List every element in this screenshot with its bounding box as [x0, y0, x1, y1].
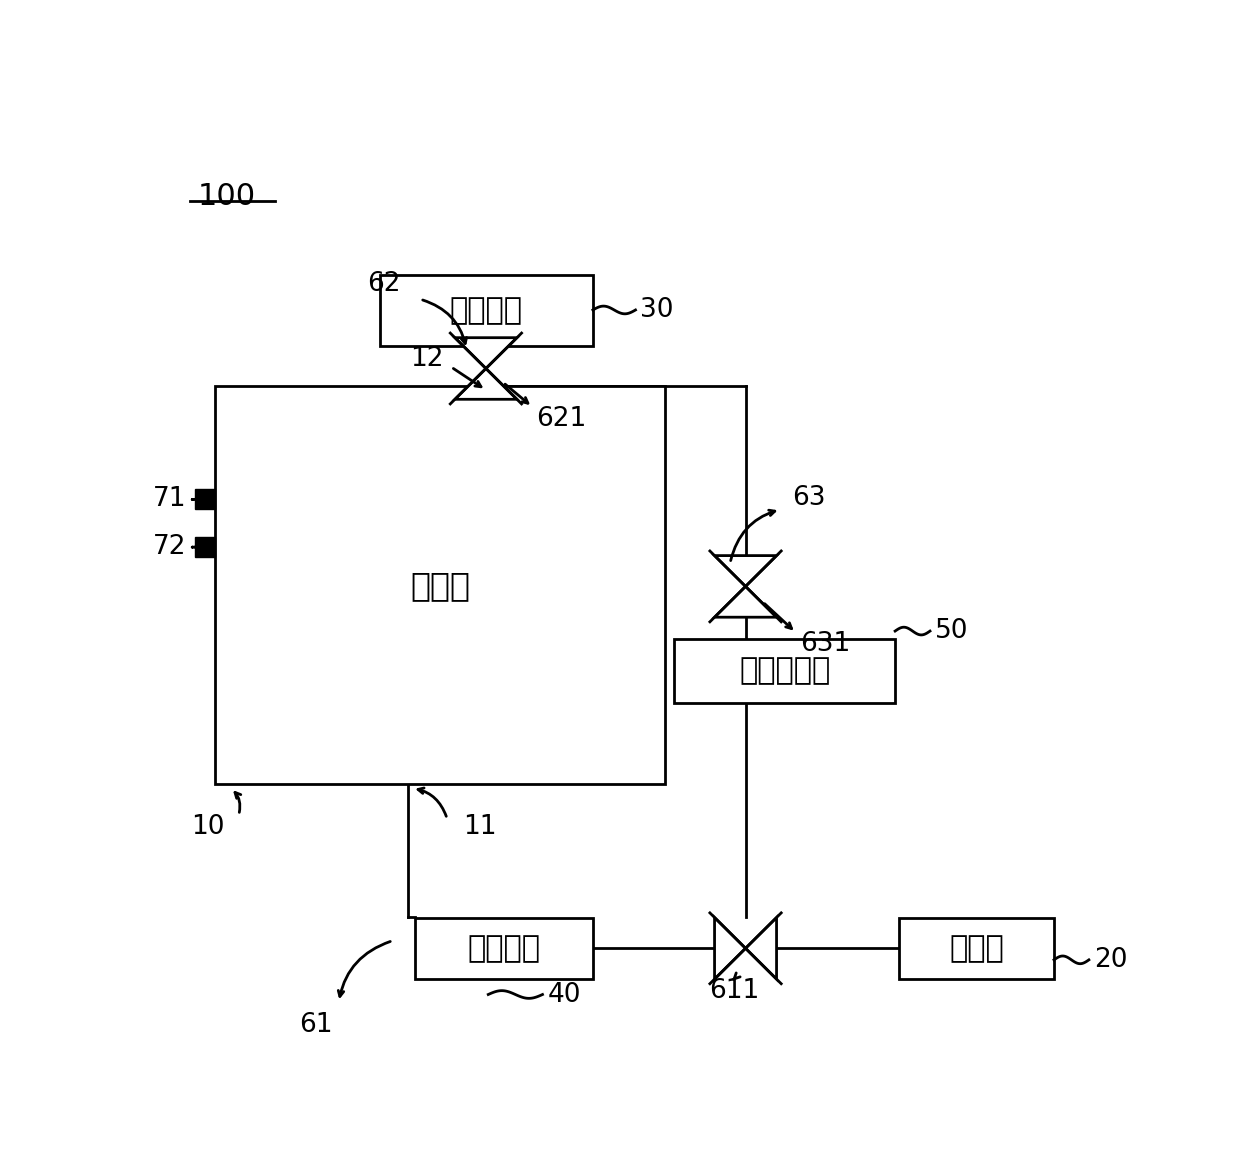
- Bar: [414, 918, 593, 979]
- Text: 过滤组件: 过滤组件: [467, 934, 541, 962]
- Text: 充气组件: 充气组件: [450, 296, 523, 325]
- Text: 62: 62: [367, 270, 401, 297]
- Text: 63: 63: [792, 485, 826, 510]
- Bar: [675, 638, 895, 702]
- Text: 72: 72: [153, 534, 186, 560]
- Text: 50: 50: [935, 619, 968, 644]
- Bar: [196, 537, 216, 557]
- Polygon shape: [455, 338, 517, 368]
- Polygon shape: [714, 918, 745, 979]
- Text: 20: 20: [1094, 947, 1127, 973]
- Polygon shape: [745, 918, 776, 979]
- Text: 真空泵: 真空泵: [949, 934, 1004, 962]
- Text: 631: 631: [800, 631, 851, 657]
- Bar: [379, 275, 593, 346]
- Text: 循环驱动件: 循环驱动件: [739, 656, 831, 685]
- Text: 61: 61: [299, 1012, 332, 1038]
- Text: 71: 71: [153, 487, 186, 513]
- Text: 10: 10: [191, 813, 224, 840]
- Bar: [196, 489, 216, 509]
- Bar: [216, 387, 665, 784]
- Text: 621: 621: [536, 405, 587, 431]
- Text: 11: 11: [463, 813, 496, 840]
- Text: 40: 40: [547, 981, 580, 1008]
- Bar: [899, 918, 1054, 979]
- Polygon shape: [714, 556, 776, 586]
- Text: 30: 30: [640, 297, 673, 323]
- Text: 611: 611: [709, 977, 759, 1004]
- Polygon shape: [455, 368, 517, 400]
- Polygon shape: [714, 586, 776, 617]
- Text: 12: 12: [409, 346, 444, 373]
- Text: 成形腔: 成形腔: [410, 569, 470, 602]
- Text: 100: 100: [197, 182, 255, 211]
